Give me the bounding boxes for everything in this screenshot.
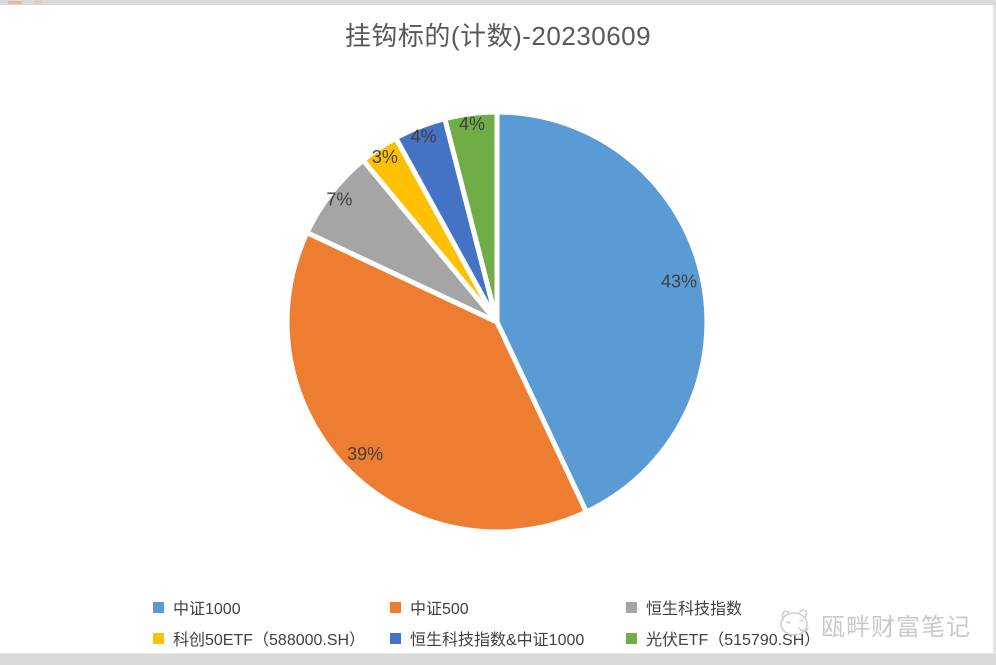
pie-slice-1 [284,230,589,535]
legend-label-3: 科创50ETF（588000.SH） [173,632,366,649]
legend-item-0: 中证1000 [153,596,390,618]
legend-label-1: 中证500 [410,601,469,618]
pie-data-label-1: 39% [347,444,383,464]
pie-data-label-4: 4% [411,127,437,147]
legend-label-5: 光伏ETF（515790.SH） [646,632,821,649]
legend-swatch-4 [390,632,401,644]
legend-item-4: 恒生科技指数&中证1000 [390,627,626,649]
legend-swatch-0 [153,601,164,613]
legend-swatch-5 [626,632,637,644]
pie-data-label-2: 7% [326,190,352,210]
pie-slice-0 [494,109,710,515]
pie-data-label-5: 4% [459,114,485,134]
photo-border-right [993,5,996,654]
legend-label-2: 恒生科技指数 [646,601,743,618]
photo-artifact [8,1,22,4]
photo-artifact [34,1,42,4]
legend-item-2: 恒生科技指数 [626,596,866,618]
legend-swatch-2 [626,601,637,613]
pie-slice-5 [442,109,500,325]
photo-border-bottom [0,653,996,665]
legend-label-0: 中证1000 [173,601,241,618]
chart-title: 挂钩标的(计数)-20230609 [344,21,652,51]
pie-data-label-0: 43% [661,271,697,291]
legend-label-4: 恒生科技指数&中证1000 [410,632,585,649]
legend-item-3: 科创50ETF（588000.SH） [153,627,390,649]
pie-data-label-3: 3% [372,147,398,167]
photo-border-top [0,0,996,5]
legend-swatch-1 [390,601,401,613]
legend-item-1: 中证500 [390,596,626,618]
legend-item-5: 光伏ETF（515790.SH） [626,627,866,649]
chart-legend: 中证1000 中证500 恒生科技指数科创50ETF（588000.SH） 恒生科技指… [153,596,866,649]
legend-swatch-3 [153,632,164,644]
